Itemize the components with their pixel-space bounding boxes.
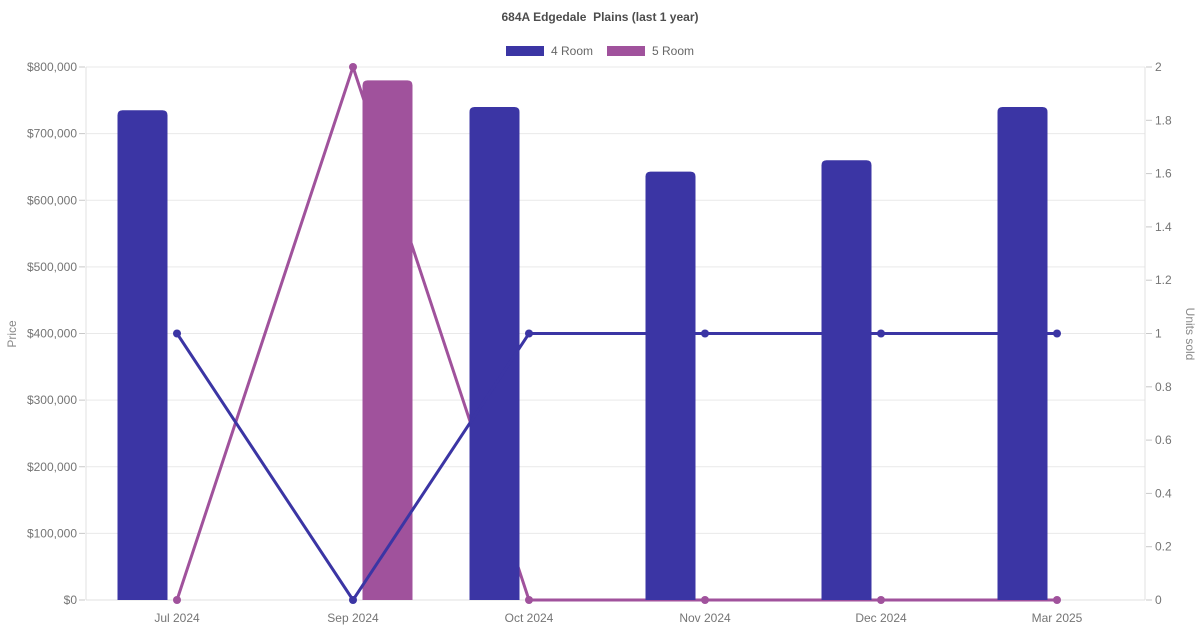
left-axis-tick-label-5: $500,000 xyxy=(27,260,77,274)
right-axis-tick-label-6: 1.2 xyxy=(1155,273,1172,287)
left-axis-tick-label-4: $400,000 xyxy=(27,327,77,341)
right-axis-title: Units sold xyxy=(1183,308,1197,361)
point-5-room-sep-2024[interactable] xyxy=(349,63,357,71)
left-axis-tick-label-2: $200,000 xyxy=(27,460,77,474)
x-axis-label-oct-2024: Oct 2024 xyxy=(505,611,554,625)
right-axis-tick-label-5: 1 xyxy=(1155,327,1162,341)
left-axis-tick-label-0: $0 xyxy=(64,593,78,607)
bar-4-room-jul-2024[interactable] xyxy=(117,110,168,601)
x-axis-label-dec-2024: Dec 2024 xyxy=(855,611,907,625)
point-4-room-nov-2024[interactable] xyxy=(701,329,709,338)
bar-4-room-mar-2025[interactable] xyxy=(997,106,1048,600)
point-4-room-sep-2024[interactable] xyxy=(349,596,357,604)
point-5-room-mar-2025[interactable] xyxy=(1053,596,1061,604)
right-axis-tick-label-9: 1.8 xyxy=(1155,113,1172,127)
right-axis-tick-label-0: 0 xyxy=(1155,593,1162,607)
bar-4-room-oct-2024[interactable] xyxy=(469,106,520,600)
point-4-room-dec-2024[interactable] xyxy=(877,329,885,338)
legend-swatch-5-room xyxy=(607,46,645,56)
point-5-room-oct-2024[interactable] xyxy=(525,596,533,604)
right-axis-tick-label-1: 0.2 xyxy=(1155,540,1172,554)
bar-5-room-sep-2024[interactable] xyxy=(362,80,413,600)
right-axis-tick-label-2: 0.4 xyxy=(1155,486,1172,500)
right-axis-tick-label-10: 2 xyxy=(1155,60,1162,74)
legend-label-5-room: 5 Room xyxy=(652,44,695,58)
point-5-room-jul-2024[interactable] xyxy=(173,596,181,604)
line-4-room xyxy=(175,332,1059,602)
legend-swatch-4-room xyxy=(505,46,544,56)
left-axis-tick-label-7: $700,000 xyxy=(27,127,77,141)
left-axis-tick-label-6: $600,000 xyxy=(27,193,77,207)
point-4-room-oct-2024[interactable] xyxy=(525,329,533,338)
left-axis-tick-label-8: $800,000 xyxy=(27,60,77,74)
point-5-room-nov-2024[interactable] xyxy=(701,596,709,604)
x-axis-label-mar-2025: Mar 2025 xyxy=(1032,611,1083,625)
bar-4-room-nov-2024[interactable] xyxy=(645,171,696,600)
legend-label-4-room: 4 Room xyxy=(550,44,593,58)
right-axis-tick-label-7: 1.4 xyxy=(1155,220,1172,234)
left-axis-tick-label-1: $100,000 xyxy=(27,526,77,540)
point-5-room-dec-2024[interactable] xyxy=(877,596,885,604)
legend-item-5-room[interactable]: 5 Room xyxy=(607,44,694,58)
right-axis-tick-label-8: 1.6 xyxy=(1155,167,1172,181)
x-axis-label-sep-2024: Sep 2024 xyxy=(327,611,379,625)
bar-4-room-dec-2024[interactable] xyxy=(821,160,872,600)
left-axis-tick-label-3: $300,000 xyxy=(27,393,77,407)
legend-item-4-room[interactable]: 4 Room xyxy=(505,44,593,58)
point-4-room-mar-2025[interactable] xyxy=(1053,329,1061,338)
x-axis-label-nov-2024: Nov 2024 xyxy=(679,611,731,625)
line-5-room xyxy=(175,65,1059,602)
legend: 4 Room 5 Room xyxy=(0,44,1200,58)
x-axis-label-jul-2024: Jul 2024 xyxy=(154,611,200,625)
left-axis-title: Price xyxy=(5,320,19,348)
point-4-room-jul-2024[interactable] xyxy=(173,329,181,338)
chart-title: 684A Edgedale Plains (last 1 year) xyxy=(501,10,699,24)
right-axis-tick-label-4: 0.8 xyxy=(1155,380,1172,394)
right-axis-tick-label-3: 0.6 xyxy=(1155,433,1172,447)
